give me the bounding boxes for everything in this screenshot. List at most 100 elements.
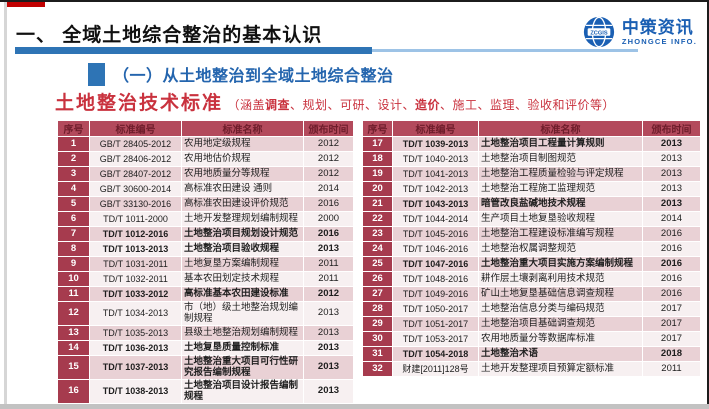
row-name-cell: 土地复垦方案编制规程 bbox=[181, 256, 304, 272]
row-code-cell: TD/T 1054-2018 bbox=[392, 346, 479, 362]
row-year-cell: 2017 bbox=[642, 301, 701, 317]
row-year-cell: 2000 bbox=[303, 211, 354, 227]
row-name-cell: 土地整治工程建设标准编写规程 bbox=[478, 226, 643, 242]
row-year-cell: 2013 bbox=[642, 166, 701, 182]
row-name-cell: 土地整治权属调整规范 bbox=[478, 241, 643, 257]
row-no-cell: 15 bbox=[57, 355, 90, 380]
row-code-cell: TD/T 1035-2013 bbox=[89, 325, 182, 341]
row-code-cell: TD/T 1051-2017 bbox=[392, 316, 479, 332]
row-no-cell: 12 bbox=[57, 301, 90, 326]
row-name-cell: 土地整治项目设计报告编制规程 bbox=[181, 379, 304, 404]
row-no-cell: 25 bbox=[362, 256, 393, 272]
note-segment: （涵盖 bbox=[227, 98, 265, 112]
row-name-cell: 土地整治项目规划设计规范 bbox=[181, 226, 304, 242]
page-title: 一、 全域土地综合整治的基本认识 bbox=[16, 25, 323, 46]
row-no-cell: 28 bbox=[362, 301, 393, 317]
row-no-cell: 29 bbox=[362, 316, 393, 332]
section-label: （一）从土地整治到全域土地综合整治 bbox=[113, 68, 394, 85]
slide-border-right bbox=[707, 0, 709, 409]
row-no-cell: 23 bbox=[362, 226, 393, 242]
row-year-cell: 2013 bbox=[642, 136, 701, 152]
table-row: 7 TD/T 1012-2016 土地整治项目规划设计规范 2016 bbox=[57, 226, 354, 242]
row-year-cell: 2013 bbox=[303, 340, 354, 356]
row-year-cell: 2012 bbox=[303, 151, 354, 167]
row-no-cell: 26 bbox=[362, 271, 393, 287]
row-no-cell: 27 bbox=[362, 286, 393, 302]
table-row: 21 TD/T 1043-2013 暗管改良盐碱地技术规程 2013 bbox=[362, 196, 701, 212]
row-code-cell: TD/T 1042-2013 bbox=[392, 181, 479, 197]
table-row: 2 GB/T 28406-2012 农用地估价规程 2012 bbox=[57, 151, 354, 167]
table-row: 15 TD/T 1037-2013 土地整治重大项目可行性研究报告编制规程 2013 bbox=[57, 355, 354, 380]
row-year-cell: 2013 bbox=[303, 379, 354, 404]
row-year-cell: 2016 bbox=[642, 286, 701, 302]
row-code-cell: TD/T 1050-2017 bbox=[392, 301, 479, 317]
column-header: 标准编号 bbox=[392, 120, 479, 137]
table-row: 3 GB/T 28407-2012 农用地质量分等规程 2012 bbox=[57, 166, 354, 182]
row-name-cell: 土地整治重大项目可行性研究报告编制规程 bbox=[181, 355, 304, 380]
row-code-cell: TD/T 1043-2013 bbox=[392, 196, 479, 212]
column-header: 标准名称 bbox=[181, 120, 304, 137]
table-row: 29 TD/T 1051-2017 土地整治项目基础调查规范 2017 bbox=[362, 316, 701, 332]
row-no-cell: 22 bbox=[362, 211, 393, 227]
row-code-cell: TD/T 1039-2013 bbox=[392, 136, 479, 152]
column-header: 标准编号 bbox=[89, 120, 182, 137]
row-code-cell: GB/T 30600-2014 bbox=[89, 181, 182, 197]
note-segment: 、施工、监理、验收和评价等） bbox=[440, 98, 616, 112]
row-code-cell: TD/T 1037-2013 bbox=[89, 355, 182, 380]
row-name-cell: 土地整治重大项目实施方案编制规程 bbox=[478, 256, 643, 272]
row-year-cell: 2013 bbox=[642, 181, 701, 197]
row-name-cell: 土地整治项目制图规范 bbox=[478, 151, 643, 167]
row-code-cell: 财建[2011]128号 bbox=[392, 361, 479, 377]
row-year-cell: 2016 bbox=[642, 256, 701, 272]
table-row: 14 TD/T 1036-2013 土地复垦质量控制标准 2013 bbox=[57, 340, 354, 356]
row-year-cell: 2016 bbox=[303, 226, 354, 242]
slide-border-top bbox=[0, 0, 709, 2]
row-name-cell: 农用地质量分等数据库标准 bbox=[478, 331, 643, 347]
column-header: 颁布时间 bbox=[642, 120, 701, 137]
row-name-cell: 土地开发整理项目预算定额标准 bbox=[478, 361, 643, 377]
row-code-cell: TD/T 1033-2012 bbox=[89, 286, 182, 302]
table-row: 31 TD/T 1054-2018 土地整治术语 2018 bbox=[362, 346, 701, 362]
table-row: 28 TD/T 1050-2017 土地整治信息分类与编码规范 2017 bbox=[362, 301, 701, 317]
row-code-cell: TD/T 1031-2011 bbox=[89, 256, 182, 272]
row-no-cell: 5 bbox=[57, 196, 90, 212]
row-no-cell: 13 bbox=[57, 325, 90, 341]
table-row: 22 TD/T 1044-2014 生产项目土地复垦验收规程 2014 bbox=[362, 211, 701, 227]
row-no-cell: 17 bbox=[362, 136, 393, 152]
table-row: 4 GB/T 30600-2014 高标准农田建设 通则 2014 bbox=[57, 181, 354, 197]
row-code-cell: TD/T 1047-2016 bbox=[392, 256, 479, 272]
row-no-cell: 4 bbox=[57, 181, 90, 197]
row-code-cell: TD/T 1045-2016 bbox=[392, 226, 479, 242]
table-row: 9 TD/T 1031-2011 土地复垦方案编制规程 2011 bbox=[57, 256, 354, 272]
standards-table-left: 序号 标准编号 标准名称 颁布时间 1 GB/T 28405-2012 农用地定级规程 201… bbox=[57, 120, 354, 404]
row-no-cell: 21 bbox=[362, 196, 393, 212]
row-no-cell: 3 bbox=[57, 166, 90, 182]
row-year-cell: 2018 bbox=[642, 346, 701, 362]
column-header: 序号 bbox=[57, 120, 90, 137]
title-underline-thin bbox=[372, 49, 638, 52]
table-row: 16 TD/T 1038-2013 土地整治项目设计报告编制规程 2013 bbox=[57, 379, 354, 404]
logo-text-block: 中策资讯 ZHONGCE INFO. bbox=[622, 19, 697, 46]
row-code-cell: TD/T 1032-2011 bbox=[89, 271, 182, 287]
row-name-cell: 土地整治项目工程量计算规则 bbox=[478, 136, 643, 152]
globe-icon: ZCGIS bbox=[583, 16, 614, 48]
row-name-cell: 矿山土地复垦基础信息调查规程 bbox=[478, 286, 643, 302]
row-year-cell: 2013 bbox=[303, 301, 354, 326]
logo-subname: ZHONGCE INFO. bbox=[621, 36, 697, 46]
row-code-cell: GB/T 28407-2012 bbox=[89, 166, 182, 182]
table-row: 25 TD/T 1047-2016 土地整治重大项目实施方案编制规程 2016 bbox=[362, 256, 701, 272]
row-year-cell: 2012 bbox=[303, 286, 354, 302]
row-no-cell: 18 bbox=[362, 151, 393, 167]
row-no-cell: 14 bbox=[57, 340, 90, 356]
note-segment: 调查 bbox=[264, 98, 290, 112]
row-no-cell: 8 bbox=[57, 241, 90, 257]
standards-note: （涵盖调查、规划、可研、设计、造价、施工、监理、验收和评价等） bbox=[227, 98, 615, 112]
table-row: 6 TD/T 1011-2000 土地开发整理规划编制规程 2000 bbox=[57, 211, 354, 227]
row-no-cell: 19 bbox=[362, 166, 393, 182]
table-row: 10 TD/T 1032-2011 基本农田划定技术规程 2011 bbox=[57, 271, 354, 287]
row-name-cell: 土地整治项目基础调查规范 bbox=[478, 316, 643, 332]
column-header: 序号 bbox=[362, 120, 393, 137]
row-name-cell: 土地整治项目验收规程 bbox=[181, 241, 304, 257]
row-name-cell: 暗管改良盐碱地技术规程 bbox=[478, 196, 643, 212]
